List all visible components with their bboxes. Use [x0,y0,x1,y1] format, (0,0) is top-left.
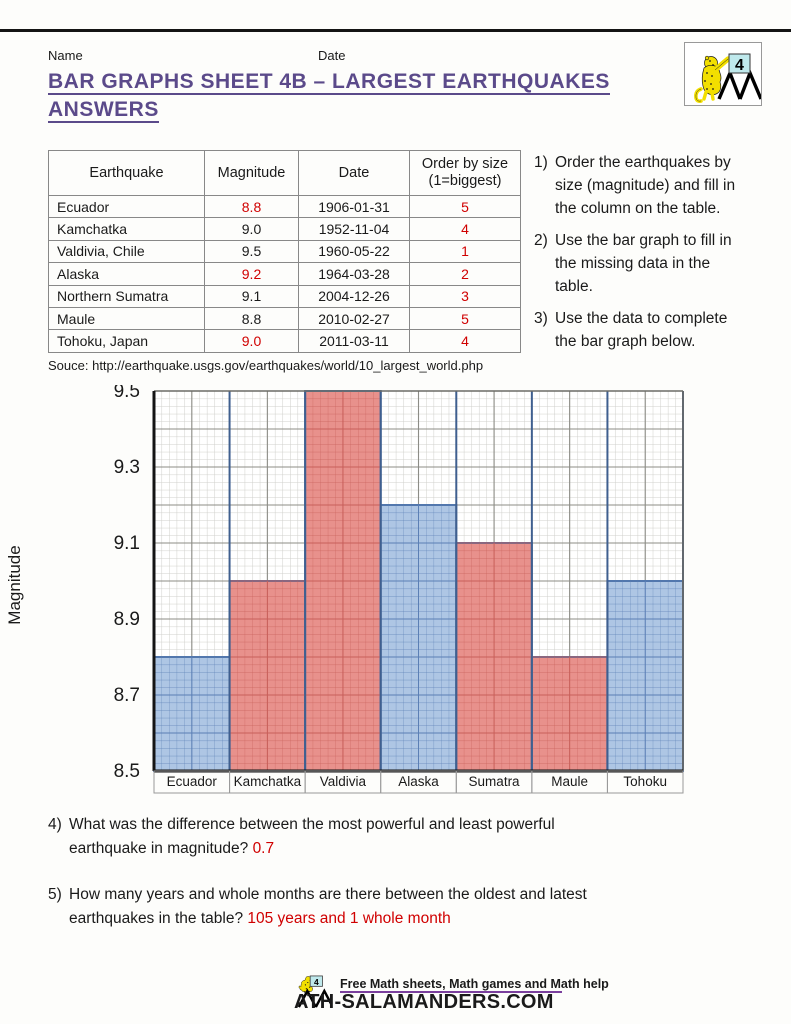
svg-text:Ecuador: Ecuador [167,774,218,789]
svg-text:Tohoku: Tohoku [623,774,667,789]
svg-text:Kamchatka: Kamchatka [234,774,302,789]
svg-text:4: 4 [314,977,319,987]
svg-text:9.1: 9.1 [114,533,140,554]
svg-text:9.3: 9.3 [114,457,140,478]
svg-text:9.5: 9.5 [114,385,140,402]
svg-text:8.5: 8.5 [114,761,140,782]
svg-text:4: 4 [735,57,744,74]
svg-text:8.7: 8.7 [114,685,140,706]
svg-text:Alaska: Alaska [398,774,439,789]
svg-text:Magnitude: Magnitude [5,545,24,624]
svg-text:Maule: Maule [551,774,588,789]
svg-text:Valdivia: Valdivia [320,774,367,789]
svg-text:8.9: 8.9 [114,609,140,630]
svg-text:Sumatra: Sumatra [469,774,521,789]
